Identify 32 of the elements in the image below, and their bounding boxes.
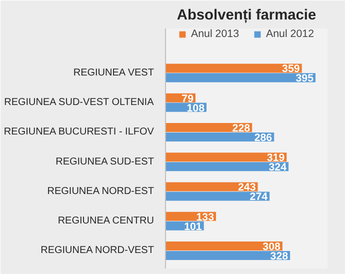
bar (166, 152, 287, 162)
y-tick-label: REGIUNEA NORD-EST (47, 186, 154, 197)
data-label: 395 (296, 72, 314, 85)
legend-label: Anul 2012 (266, 28, 314, 40)
data-label: 286 (254, 132, 272, 144)
chart-title: Absolvenți farmacie (176, 8, 316, 24)
data-label: 328 (270, 250, 288, 262)
data-label: 274 (250, 191, 268, 204)
data-label: 79 (182, 92, 194, 105)
bar (166, 162, 289, 172)
data-label: 108 (186, 102, 205, 114)
y-tick-label: REGIUNEA SUD-EST (56, 156, 154, 168)
y-tick-label: REGIUNEA NORD-VEST (40, 245, 154, 256)
bar (166, 192, 270, 201)
data-label: 319 (266, 152, 285, 164)
data-label: 228 (232, 122, 250, 134)
legend-label: Anul 2013 (191, 28, 239, 40)
data-label: 308 (262, 240, 281, 253)
y-tick-label: REGIUNEA BUCURESTI - ILFOV (4, 126, 154, 138)
data-label: 243 (238, 182, 256, 194)
data-label: 359 (282, 63, 300, 76)
bar (166, 64, 302, 73)
bar (166, 241, 282, 250)
bar (166, 132, 274, 142)
data-label: 101 (184, 220, 202, 233)
data-label: 133 (196, 211, 214, 224)
y-tick-label: REGIUNEA VEST (73, 67, 154, 78)
y-tick-label: REGIUNEA SUD-VEST OLTENIA (4, 97, 154, 108)
y-tick-label: REGIUNEA CENTRU (58, 216, 154, 227)
bar (166, 250, 290, 260)
data-label: 324 (268, 162, 287, 174)
bar (166, 73, 316, 82)
